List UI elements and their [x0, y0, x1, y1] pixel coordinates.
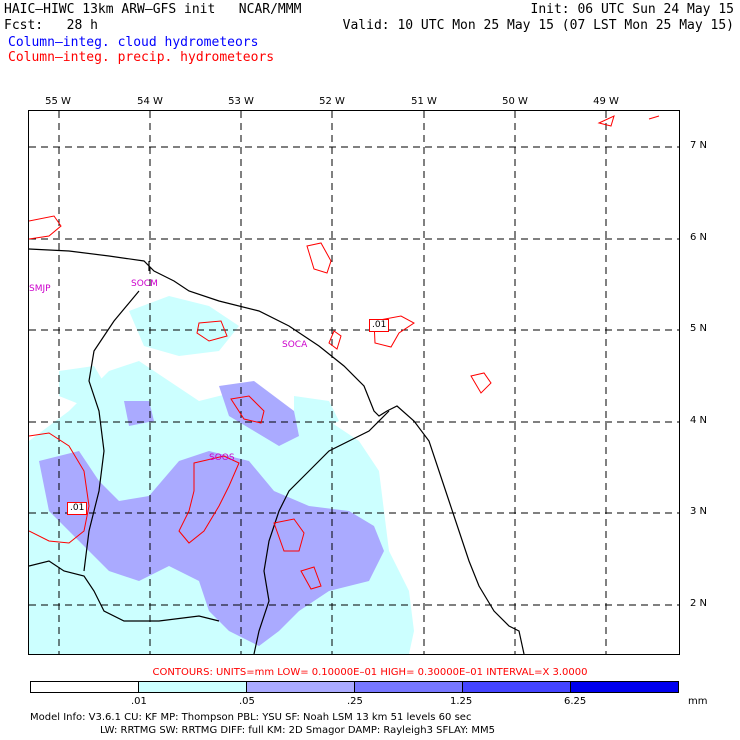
coastline — [29, 248, 525, 654]
colorbar-tick: .25 — [347, 696, 363, 707]
lat-lon-grid — [29, 111, 679, 654]
lat-label: 7 N — [690, 140, 708, 151]
colorbar-tick: 1.25 — [450, 696, 473, 707]
colorbar-tick: .05 — [239, 696, 255, 707]
lat-label: 5 N — [690, 323, 708, 334]
model-title: HAIC–HIWC 13km ARW–GFS init NCAR/MMM — [4, 2, 302, 17]
lon-label: 52 W — [319, 96, 345, 107]
field-precip-label: Column–integ. precip. hydrometeors — [8, 50, 275, 65]
lon-label: 54 W — [137, 96, 163, 107]
colorbar-segment — [463, 682, 571, 692]
station-label: SOOS — [209, 453, 235, 463]
colorbar-segment — [247, 682, 355, 692]
lat-label: 3 N — [690, 506, 708, 517]
forecast-hour: Fcst: 28 h — [4, 18, 98, 33]
lat-label: 6 N — [690, 232, 708, 243]
model-info-line1: Model Info: V3.6.1 CU: KF MP: Thompson P… — [30, 712, 472, 723]
lon-label: 55 W — [45, 96, 71, 107]
lat-label: 4 N — [690, 415, 708, 426]
precip-contours — [29, 115, 660, 590]
lat-label: 2 N — [690, 598, 708, 609]
colorbar-segment — [139, 682, 247, 692]
colorbar-tick: .01 — [131, 696, 147, 707]
lon-label: 51 W — [411, 96, 437, 107]
contour-label: .01 — [369, 319, 390, 332]
station-label: SOCM — [131, 279, 158, 289]
field-cloud-label: Column–integ. cloud hydrometeors — [8, 35, 259, 50]
colorbar-segment — [355, 682, 463, 692]
colorbar — [30, 681, 679, 693]
lon-label: 50 W — [502, 96, 528, 107]
station-label: SOCA — [282, 340, 308, 350]
lon-label: 53 W — [228, 96, 254, 107]
colorbar-segment — [571, 682, 678, 692]
colorbar-units: mm — [688, 696, 708, 707]
contour-label: .01 — [67, 502, 88, 515]
lon-label: 49 W — [593, 96, 619, 107]
contours-info: CONTOURS: UNITS=mm LOW= 0.10000E–01 HIGH… — [152, 667, 588, 678]
map-svg — [29, 111, 679, 654]
valid-time: Valid: 10 UTC Mon 25 May 15 (07 LST Mon … — [342, 18, 734, 33]
map-panel: SMJP SOCM SOCA SOOS .01 .01 — [28, 110, 680, 655]
colorbar-tick: 6.25 — [564, 696, 587, 707]
init-time: Init: 06 UTC Sun 24 May 15 — [530, 2, 735, 17]
model-info-line2: LW: RRTMG SW: RRTMG DIFF: full KM: 2D Sm… — [100, 725, 496, 736]
colorbar-segment — [31, 682, 139, 692]
station-label: SMJP — [29, 284, 51, 294]
